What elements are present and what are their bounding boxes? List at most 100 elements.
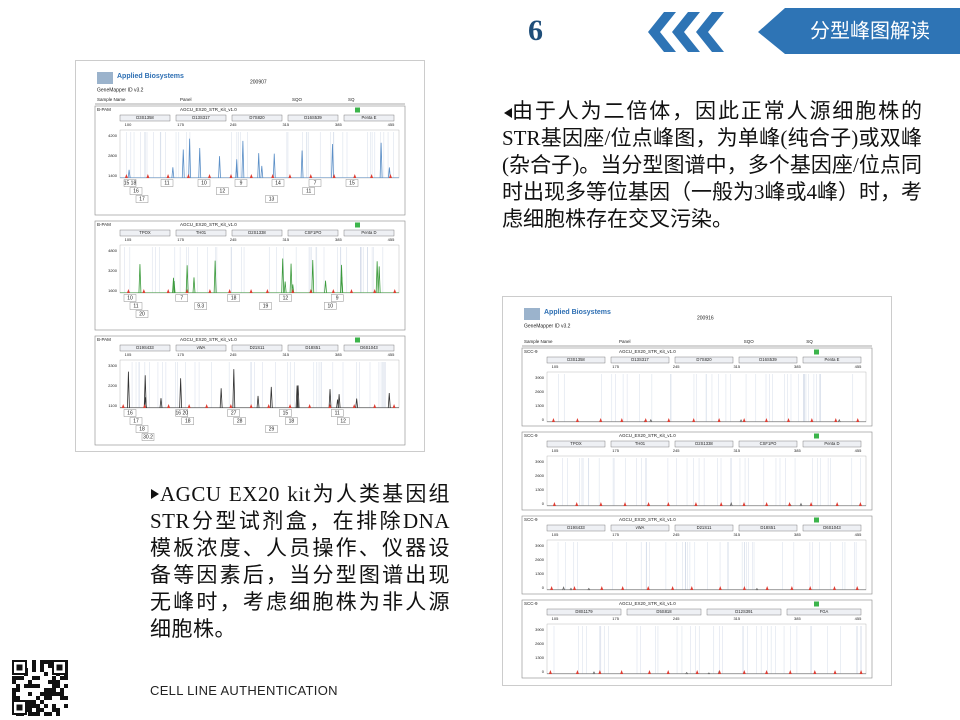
qr-cell <box>40 700 44 704</box>
size-standard <box>393 289 397 293</box>
marker-name: vWA <box>197 345 206 350</box>
size-standard <box>166 174 170 178</box>
allele-label: 28 <box>237 418 243 424</box>
marker-name: Penta D <box>824 441 839 446</box>
y-axis-label: 2600 <box>535 641 545 646</box>
size-standard <box>126 289 130 293</box>
marker-name: D7S820 <box>696 357 712 362</box>
peak <box>127 169 131 179</box>
allele-box <box>194 302 207 310</box>
column-header: SQO <box>744 339 755 344</box>
size-standard <box>692 418 696 422</box>
quality-flag <box>814 349 819 355</box>
size-standard <box>267 404 271 408</box>
allele-box <box>227 294 240 302</box>
allele-box <box>233 417 246 425</box>
qr-cell <box>40 660 44 664</box>
y-axis-label: 0 <box>542 417 545 422</box>
qr-cell <box>44 692 48 696</box>
column-header: Panel <box>619 339 631 344</box>
size-standard <box>599 502 603 506</box>
y-axis-label: 3200 <box>108 268 118 273</box>
marker-box <box>175 114 227 122</box>
size-standard <box>552 502 556 506</box>
size-standard <box>813 670 817 674</box>
size-standard <box>647 502 651 506</box>
qr-cell <box>12 676 16 680</box>
size-standard <box>308 404 312 408</box>
allele-label: 9.3 <box>197 303 204 309</box>
qr-cell <box>16 688 20 692</box>
marker-name: D18S51 <box>760 525 776 530</box>
qr-cell <box>36 696 40 700</box>
panel-frame <box>521 599 873 679</box>
axis-label: 175 <box>177 122 184 127</box>
size-standard <box>690 586 694 590</box>
panel-kit: AGCU_EX20_STR_Kit_v1.0 <box>180 222 237 227</box>
allele-box <box>324 302 337 310</box>
allele-label: 12 <box>283 295 289 301</box>
label: GeneMapper ID v3.2 <box>97 87 144 93</box>
size-standard <box>185 289 189 293</box>
electropherogram: Applied Biosystems GeneMapper ID v3.2 2009… <box>75 60 425 452</box>
axis-label: 245 <box>230 237 237 242</box>
marker-name: TPOX <box>570 441 582 446</box>
size-standard <box>288 174 292 178</box>
marker-box <box>786 608 862 616</box>
qr-cell <box>44 704 48 708</box>
peak <box>387 392 391 409</box>
qr-cell <box>28 708 32 712</box>
qr-cell <box>12 696 16 700</box>
peak <box>729 501 733 507</box>
size-standard <box>666 502 670 506</box>
peak <box>331 144 334 179</box>
y-axis-label: 1600 <box>108 288 118 293</box>
qr-cell <box>32 664 36 668</box>
allele-label: 12 <box>220 188 226 194</box>
allele-label: 15 <box>349 180 355 186</box>
qr-cell <box>60 688 64 692</box>
allele-box <box>160 179 174 187</box>
qr-cell <box>64 696 68 700</box>
axis-label: 455 <box>855 448 862 453</box>
peak <box>355 398 359 409</box>
qr-cell <box>24 684 28 688</box>
axis-label: 455 <box>388 122 395 127</box>
marker-box <box>546 608 622 616</box>
peak <box>387 167 391 179</box>
allele-box <box>216 187 229 195</box>
marker-name: D21S11 <box>250 345 265 350</box>
size-standard <box>647 670 651 674</box>
peak <box>324 280 327 294</box>
marker-box <box>802 440 862 448</box>
qr-cell <box>36 684 40 688</box>
qr-cell <box>44 696 48 700</box>
marker-name: CSF1PO <box>305 230 322 235</box>
qr-cell <box>44 712 48 716</box>
y-axis-label: 0 <box>542 501 545 506</box>
axis-label: 385 <box>794 448 801 453</box>
size-standard <box>249 404 253 408</box>
size-standard <box>388 174 392 178</box>
size-standard <box>265 289 269 293</box>
allele-label: 18 <box>139 426 145 432</box>
qr-cell <box>52 676 56 680</box>
allele-box <box>259 302 272 310</box>
size-standard <box>620 418 624 422</box>
axis-label: 245 <box>673 616 680 621</box>
qr-code <box>12 660 68 716</box>
allele-label: 11 <box>335 410 340 416</box>
marker-box <box>287 229 339 237</box>
qr-finder <box>56 664 63 671</box>
column-header: Sample Name <box>97 97 126 102</box>
peak <box>257 153 261 179</box>
axis-label: 175 <box>612 532 619 537</box>
marker-name: D7S820 <box>249 115 265 120</box>
size-standard <box>786 418 790 422</box>
sample-name: B-PAM <box>97 222 111 227</box>
qr-cell <box>52 680 56 684</box>
paragraph: 由于人为二倍体，因此正常人源细胞株的STR基因座/位点峰图，为单峰(纯合子)或双… <box>502 99 922 231</box>
marker-name: FGA <box>820 609 829 614</box>
peak <box>337 394 341 409</box>
bullet <box>504 108 512 118</box>
